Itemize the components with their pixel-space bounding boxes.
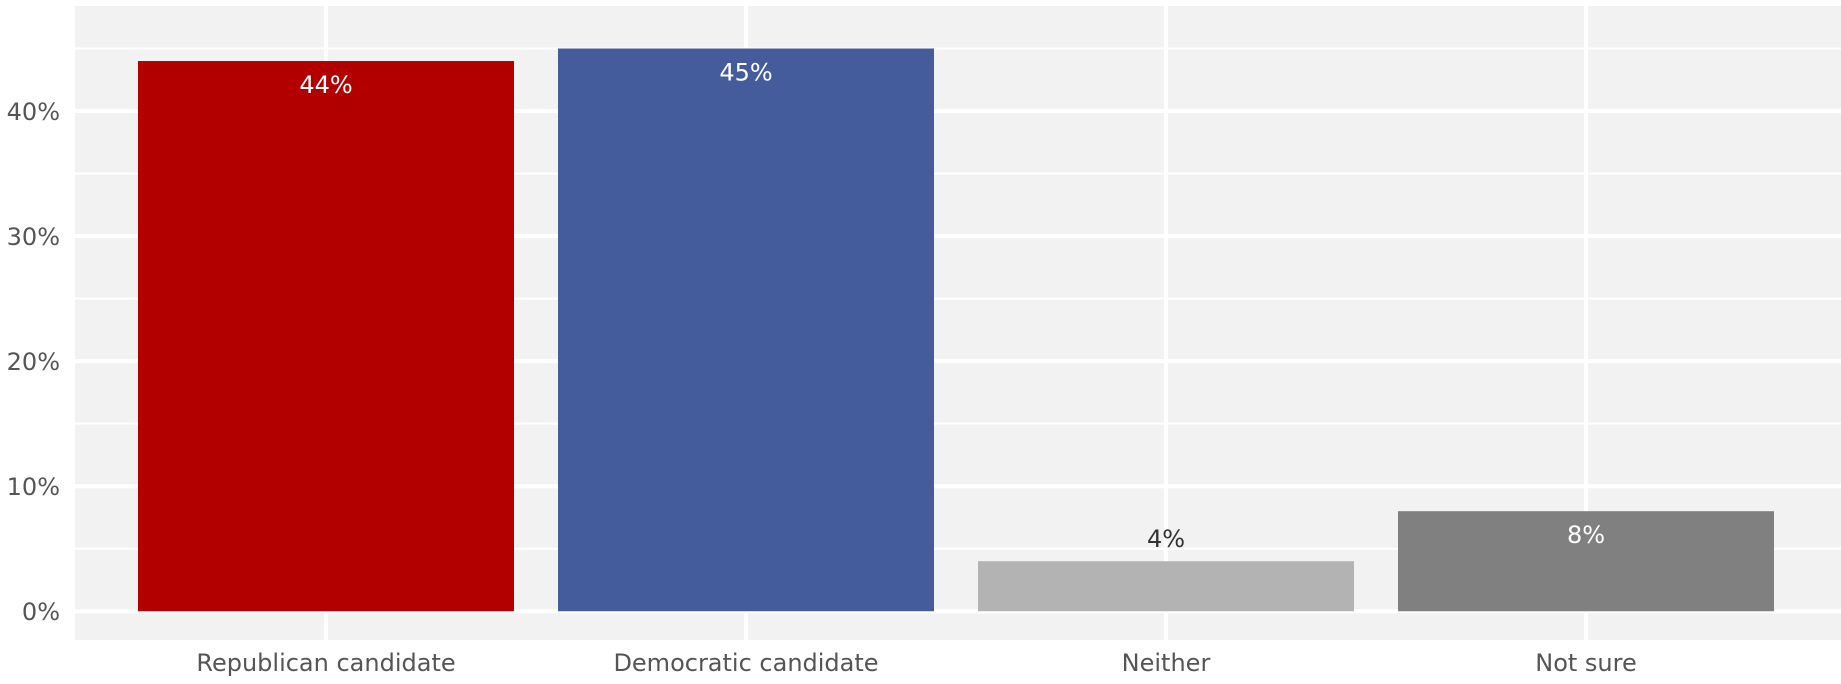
bar	[558, 48, 934, 612]
x-axis: Republican candidate Democratic candidate…	[196, 649, 1636, 677]
y-tick-label: 10%	[7, 473, 60, 501]
bar-data-label: 4%	[1147, 525, 1185, 553]
y-tick-label: 40%	[7, 98, 60, 126]
y-tick-label: 0%	[22, 598, 60, 626]
data-labels: 44% 45% 4% 8%	[299, 59, 1605, 554]
bar-data-label: 44%	[299, 71, 352, 99]
bar	[978, 561, 1354, 612]
x-tick-label: Democratic candidate	[613, 649, 878, 677]
bar-data-label: 45%	[719, 59, 772, 87]
bars	[138, 48, 1774, 612]
y-tick-label: 20%	[7, 348, 60, 376]
x-tick-label: Neither	[1122, 649, 1211, 677]
bar	[1398, 511, 1774, 612]
x-tick-label: Not sure	[1535, 649, 1637, 677]
y-axis: 0% 10% 20% 30% 40%	[7, 98, 60, 626]
x-tick-label: Republican candidate	[196, 649, 455, 677]
bar-data-label: 8%	[1567, 521, 1605, 549]
bar	[138, 61, 514, 612]
y-tick-label: 30%	[7, 223, 60, 251]
